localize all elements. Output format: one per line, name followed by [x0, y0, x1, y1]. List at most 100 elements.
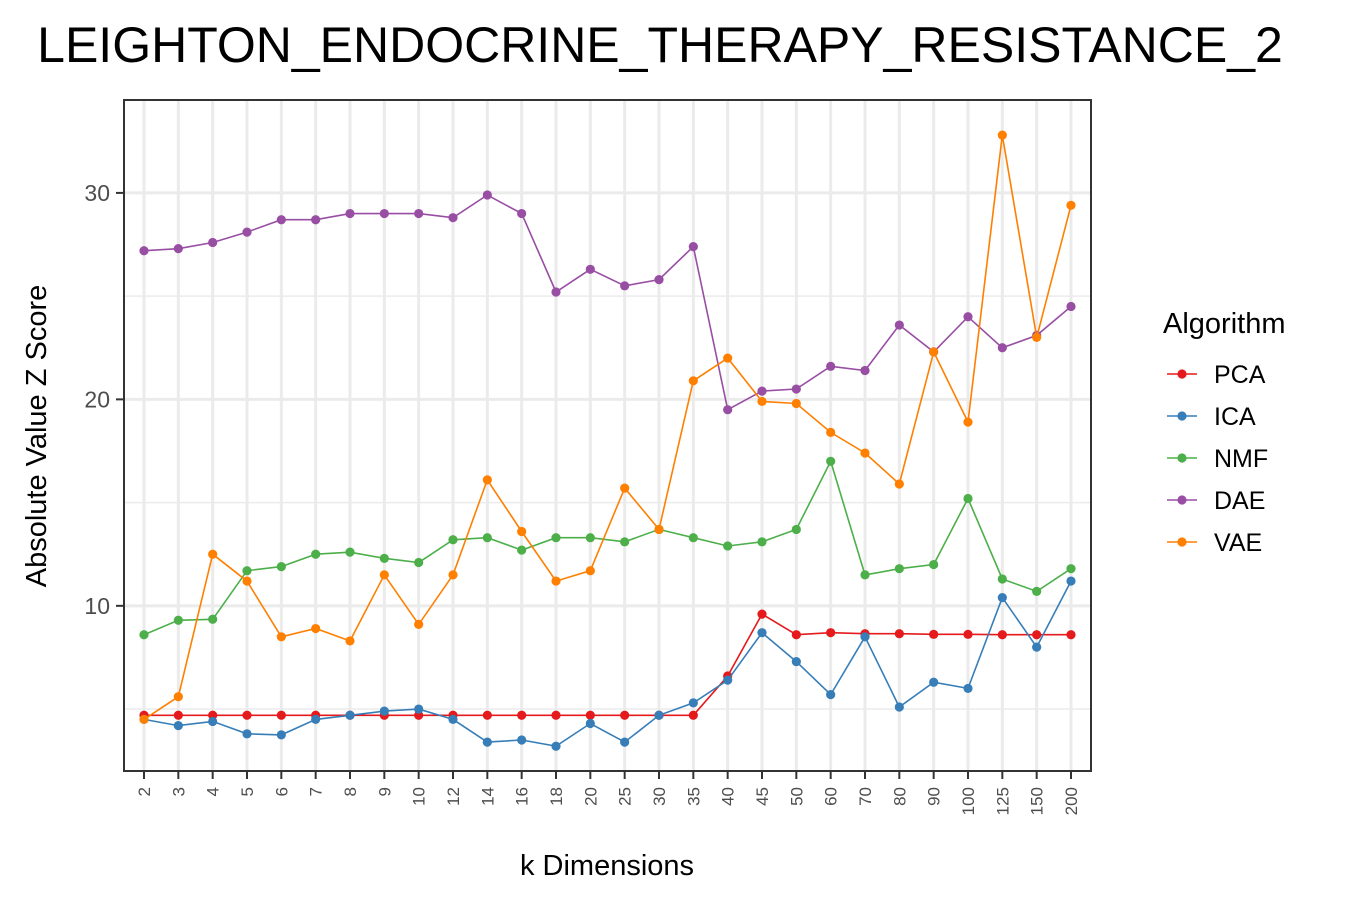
data-point-ica [448, 714, 458, 724]
data-point-dae [620, 281, 630, 291]
data-point-vae [311, 623, 321, 634]
data-point-nmf [345, 547, 355, 557]
y-tick-label: 20 [84, 386, 110, 412]
x-tick-label: 45 [753, 787, 772, 806]
data-point-nmf [688, 533, 698, 543]
data-point-nmf [551, 533, 561, 543]
data-point-ica [620, 737, 630, 747]
x-tick-label: 50 [787, 787, 806, 806]
x-tick-label: 6 [272, 787, 291, 796]
data-point-ica [963, 683, 973, 694]
data-point-nmf [929, 559, 939, 570]
y-tick-label: 10 [84, 593, 110, 619]
data-point-ica [894, 702, 904, 712]
data-point-dae [173, 244, 183, 254]
data-point-dae [791, 384, 801, 394]
y-tick-label: 30 [84, 180, 110, 206]
data-point-dae [997, 343, 1007, 353]
x-tick-label: 10 [410, 787, 429, 806]
data-point-vae [860, 448, 870, 458]
data-point-pca [688, 710, 698, 720]
legend-title: Algorithm [1163, 308, 1286, 340]
data-point-dae [414, 208, 424, 219]
legend-item-ica: ICA [1167, 403, 1256, 431]
legend-key-point [1177, 369, 1187, 379]
data-point-dae [345, 208, 355, 219]
data-point-dae [963, 312, 973, 322]
data-point-vae [791, 398, 801, 409]
data-point-ica [929, 677, 939, 687]
data-point-vae [757, 396, 767, 407]
data-point-nmf [997, 574, 1007, 584]
legend-item-pca: PCA [1167, 361, 1266, 389]
legend-label: NMF [1214, 445, 1268, 473]
data-point-dae [276, 215, 286, 225]
data-point-nmf [757, 537, 767, 547]
data-point-vae [688, 376, 698, 386]
data-point-vae [1032, 332, 1042, 343]
data-point-vae [551, 576, 561, 586]
series-nmf [139, 456, 1076, 640]
data-point-ica [791, 656, 801, 667]
x-tick-label: 2 [135, 787, 154, 796]
data-point-nmf [517, 545, 527, 555]
x-tick-label: 35 [684, 787, 703, 806]
data-point-nmf [173, 615, 183, 625]
data-point-vae [414, 619, 424, 630]
plot-background [124, 100, 1091, 771]
data-point-nmf [585, 533, 595, 543]
y-axis-label: Absolute Value Z Score [21, 285, 53, 588]
grid-major [124, 100, 1091, 771]
series-dae [139, 190, 1076, 415]
x-tick-label: 200 [1062, 787, 1081, 815]
x-tick-label: 4 [204, 787, 223, 796]
data-point-dae [311, 215, 321, 225]
data-point-vae [448, 570, 458, 580]
data-point-vae [139, 714, 149, 724]
data-point-ica [688, 698, 698, 708]
data-point-nmf [311, 549, 321, 559]
data-point-dae [826, 361, 836, 371]
data-point-dae [1066, 301, 1076, 312]
data-point-vae [242, 576, 252, 586]
data-point-dae [482, 190, 492, 200]
x-tick-label: 14 [478, 787, 497, 806]
data-point-vae [929, 347, 939, 357]
data-point-pca [517, 710, 527, 720]
data-point-vae [654, 524, 664, 535]
data-point-dae [448, 213, 458, 223]
data-point-nmf [379, 553, 389, 563]
data-point-ica [1066, 576, 1076, 586]
data-point-nmf [1032, 586, 1042, 596]
x-tick-label: 70 [856, 787, 875, 806]
data-point-vae [517, 526, 527, 537]
series-line-ica [143, 580, 1072, 748]
x-tick-label: 90 [925, 787, 944, 806]
data-point-dae [654, 275, 664, 285]
data-point-nmf [1066, 564, 1076, 574]
legend-item-vae: VAE [1167, 529, 1262, 557]
data-point-dae [585, 264, 595, 274]
data-point-nmf [620, 537, 630, 547]
series-layer [139, 130, 1076, 751]
data-point-dae [894, 320, 904, 330]
data-point-nmf [894, 564, 904, 574]
legend-label: DAE [1214, 487, 1265, 515]
legend-label: PCA [1214, 361, 1266, 389]
data-point-dae [723, 405, 733, 415]
x-tick-label: 16 [513, 787, 532, 806]
legend-label: VAE [1214, 529, 1262, 557]
data-point-pca [757, 609, 767, 619]
data-point-nmf [208, 614, 218, 624]
legend-items: PCA ICA NMF DAE VAE [1167, 361, 1268, 557]
grid-minor [124, 295, 1091, 710]
data-point-pca [826, 628, 836, 638]
data-point-ica [379, 706, 389, 716]
data-point-nmf [723, 541, 733, 551]
series-line-nmf [143, 459, 1072, 636]
data-point-pca [963, 629, 973, 639]
data-point-pca [997, 630, 1007, 640]
x-axis: 2 3 4 5 6 7 8 9 10 12 14 16 18 20 25 30 35 40 45 50 60 70 80 90… [135, 771, 1081, 815]
data-point-nmf [242, 566, 252, 576]
